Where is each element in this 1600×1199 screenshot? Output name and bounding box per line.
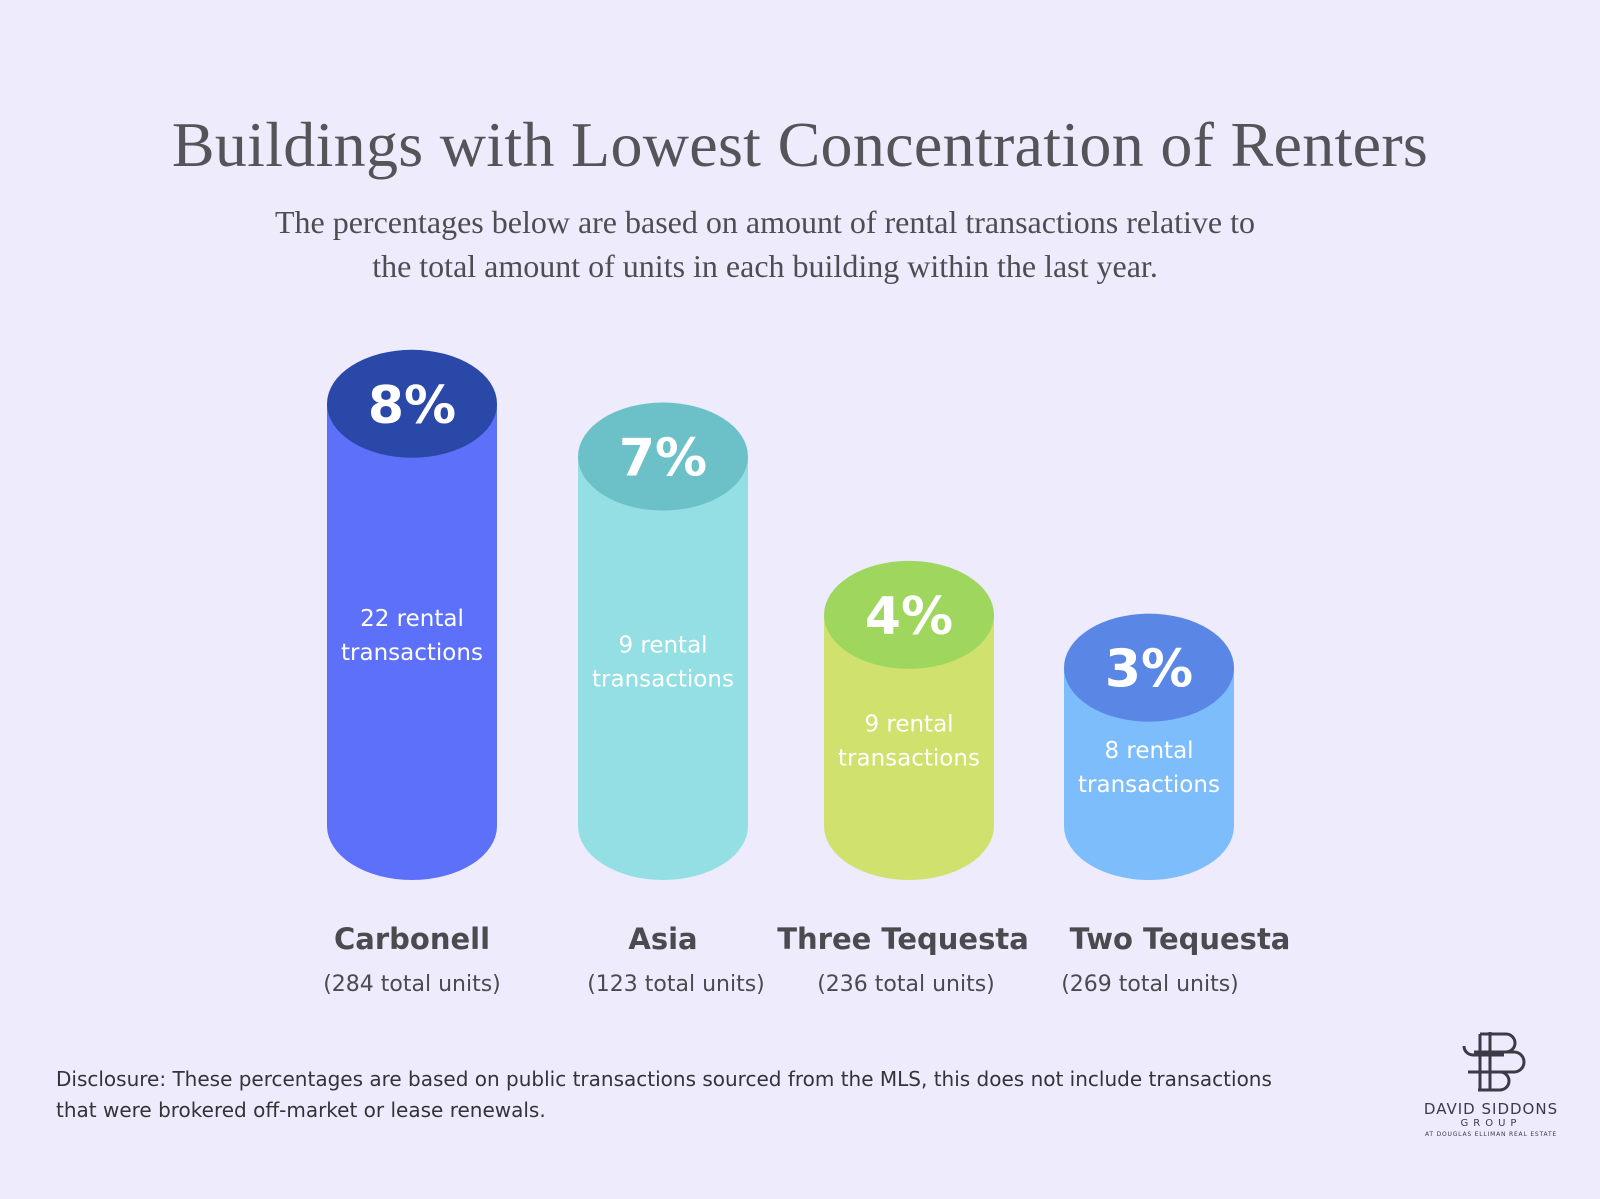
bar-top bbox=[1064, 613, 1234, 722]
bar-transactions-label: 9 rental bbox=[864, 711, 953, 737]
bar-body bbox=[327, 403, 497, 826]
bar-transactions-label: 22 rental bbox=[360, 606, 464, 632]
bar-value-label: 7% bbox=[619, 429, 707, 489]
chart-title: Buildings with Lowest Concentration of R… bbox=[171, 109, 1429, 180]
bar-top bbox=[327, 349, 497, 458]
bar-transactions-label: transactions bbox=[592, 666, 734, 692]
bar-value-label: 4% bbox=[865, 587, 953, 647]
units-label: (284 total units) bbox=[323, 972, 501, 997]
bar-transactions-label: transactions bbox=[838, 745, 980, 771]
disclosure-text: Disclosure: These percentages are based … bbox=[56, 1064, 1336, 1126]
bar-3: 4% 9 rental transactions Three Tequesta (236… bbox=[777, 560, 1029, 997]
units-label: (269 total units) bbox=[1061, 972, 1239, 997]
cylinder-bar-chart: 8% 22 rental transactions Carbonell (284 tot… bbox=[323, 349, 1291, 997]
bar-transactions-label: transactions bbox=[341, 640, 483, 666]
units-label: (236 total units) bbox=[817, 972, 995, 997]
disclosure-line-1: Disclosure: These percentages are based … bbox=[56, 1067, 1272, 1091]
bar-transactions-label: transactions bbox=[1078, 772, 1220, 798]
bar-top bbox=[824, 560, 994, 669]
subtitle-line-2: the total amount of units in each buildi… bbox=[372, 248, 1158, 284]
category-label: Two Tequesta bbox=[1070, 922, 1291, 956]
units-label: (123 total units) bbox=[587, 972, 765, 997]
category-label: Asia bbox=[628, 922, 697, 956]
bar-body bbox=[578, 456, 748, 826]
bar-top bbox=[578, 402, 748, 511]
logo-group: GROUP bbox=[1460, 1118, 1522, 1129]
brand-logo: DAVID SIDDONS GROUP AT DOUGLAS ELLIMAN R… bbox=[1400, 1030, 1582, 1150]
bar-transactions-label: 8 rental bbox=[1104, 738, 1193, 764]
logo-subtitle: AT DOUGLAS ELLIMAN REAL ESTATE bbox=[1424, 1131, 1558, 1138]
subtitle-line-1: The percentages below are based on amoun… bbox=[274, 204, 1256, 240]
bar-transactions-label: 9 rental bbox=[618, 632, 707, 658]
category-label: Carbonell bbox=[334, 922, 490, 956]
chart-subtitle: The percentages below are based on amoun… bbox=[0, 200, 1530, 288]
bar-4: 3% 8 rental transactions Two Tequesta (269 t… bbox=[1061, 613, 1291, 997]
disclosure-line-2: that were brokered off-market or lease r… bbox=[56, 1098, 546, 1122]
bar-value-label: 3% bbox=[1105, 640, 1193, 700]
bar-value-label: 8% bbox=[368, 376, 456, 436]
monogram-icon bbox=[1462, 1032, 1526, 1092]
bar-2: 7% 9 rental transactions Asia (123 total uni… bbox=[578, 402, 765, 997]
bar-1: 8% 22 rental transactions Carbonell (284 tot… bbox=[323, 349, 501, 997]
category-label: Three Tequesta bbox=[777, 922, 1029, 956]
logo-name: DAVID SIDDONS bbox=[1423, 1100, 1559, 1118]
